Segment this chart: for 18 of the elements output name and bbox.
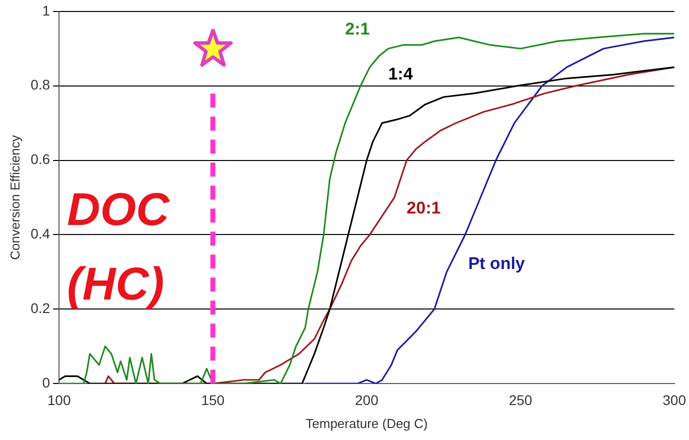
x-axis-title: Temperature (Deg C) bbox=[306, 416, 428, 431]
y-tick-label: 0 bbox=[42, 374, 50, 390]
y-tick-label: 0.4 bbox=[30, 226, 50, 242]
x-tick-label: 250 bbox=[508, 392, 532, 408]
series-label: Pt only bbox=[468, 254, 526, 274]
y-tick-label: 0.6 bbox=[30, 151, 50, 168]
annotation: DOC (HC) bbox=[67, 183, 170, 310]
y-tick-label: 0.8 bbox=[30, 76, 50, 93]
series-label: 20:1 bbox=[406, 198, 441, 218]
y-axis-title: Conversion Efficiency bbox=[7, 134, 22, 260]
x-tick-label: 200 bbox=[355, 392, 379, 408]
x-tick-label: 150 bbox=[201, 392, 225, 408]
series-label: 2:1 bbox=[345, 20, 370, 39]
x-tick-label: 100 bbox=[47, 392, 71, 408]
y-tick-label: 0.2 bbox=[30, 300, 50, 316]
series-label: 1:4 bbox=[388, 64, 414, 84]
y-tick-label: 1 bbox=[42, 2, 50, 18]
x-tick-label: 300 bbox=[662, 392, 686, 408]
